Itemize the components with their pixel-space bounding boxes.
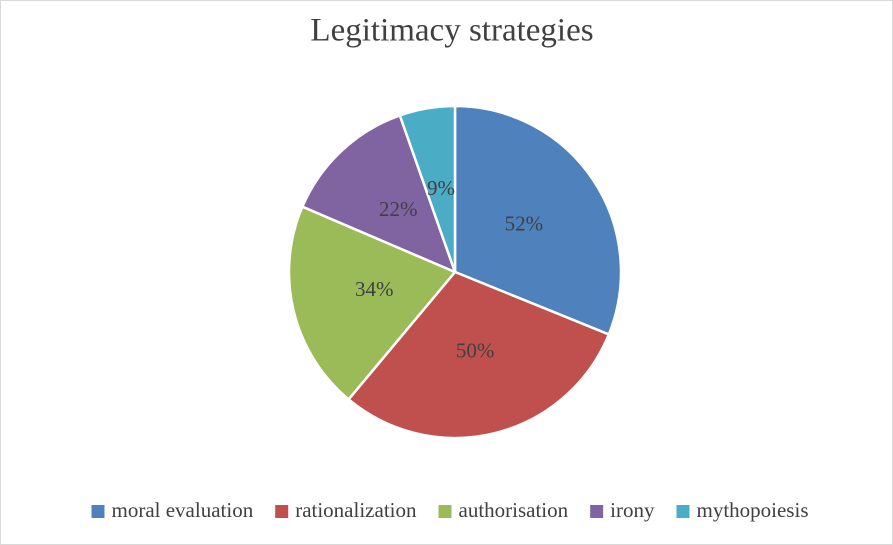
legend-swatch [676, 505, 690, 518]
legend-label: moral evaluation [112, 498, 254, 522]
legend-swatch [590, 505, 604, 518]
data-label: 50% [456, 338, 495, 362]
data-label: 34% [355, 277, 394, 301]
chart-title: Legitimacy strategies [310, 13, 593, 49]
legend-label: mythopoiesis [696, 498, 808, 522]
legend-label: irony [610, 498, 655, 522]
pie-slice [453, 104, 623, 337]
data-label: 52% [505, 211, 544, 235]
legend-label: authorisation [459, 498, 569, 522]
legend-swatch [275, 505, 289, 518]
pie-slice [398, 104, 457, 273]
legend-swatch [91, 505, 105, 518]
data-label: 9% [427, 176, 455, 200]
legend-label: rationalization [295, 498, 417, 522]
legend-swatch [438, 505, 452, 518]
pie-slice [300, 113, 458, 275]
data-label: 22% [379, 197, 418, 221]
pie-slice [346, 270, 611, 440]
